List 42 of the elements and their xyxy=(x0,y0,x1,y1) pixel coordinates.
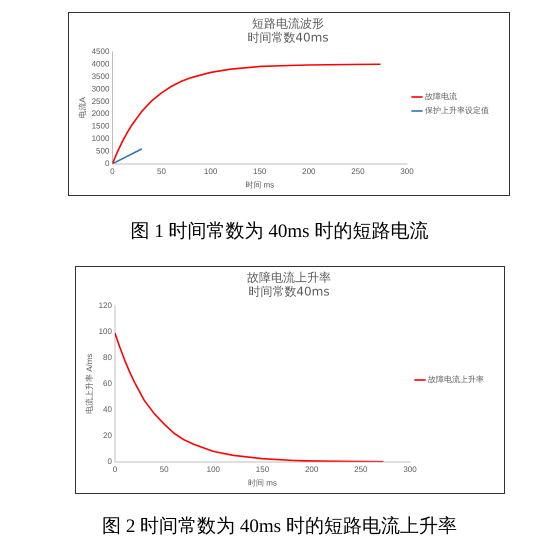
y-tick-label: 0 xyxy=(107,457,112,466)
x-tick-label: 300 xyxy=(403,464,418,474)
chart-title: 短路电流波形 xyxy=(252,16,324,30)
legend-label: 保护上升率设定值 xyxy=(425,106,489,116)
y-tick-label: 500 xyxy=(96,146,110,156)
y-tick-label: 3000 xyxy=(92,84,110,94)
caption: 图 1 时间常数为 40ms 时的短路电流 xyxy=(130,220,430,244)
x-tick-label: 150 xyxy=(256,464,270,474)
x-tick-label: 50 xyxy=(160,464,170,474)
x-tick-label: 150 xyxy=(253,166,267,176)
x-tick-label: 100 xyxy=(206,464,221,474)
caption: 图 2 时间常数为 40ms 时的短路电流上升率 xyxy=(101,515,458,539)
legend-label: 故障电流上升率 xyxy=(428,375,484,384)
x-tick-label: 200 xyxy=(304,464,319,474)
chart-subtitle: 时间常数40ms xyxy=(247,30,329,45)
y-tick-label: 100 xyxy=(98,327,112,336)
chart-title: 故障电流上升率 xyxy=(247,270,331,284)
y-axis-title: 电流上升率 A/ms xyxy=(85,354,94,414)
legend-label: 故障电流 xyxy=(425,92,457,102)
y-tick-label: 1000 xyxy=(92,134,110,144)
chart-subtitle: 时间常数40ms xyxy=(248,284,330,299)
y-tick-label: 4500 xyxy=(92,47,110,56)
y-tick-label: 4000 xyxy=(92,59,110,68)
y-tick-label: 2500 xyxy=(92,96,110,106)
x-axis-title: 时间 ms xyxy=(248,478,277,488)
y-tick-label: 1500 xyxy=(92,122,110,131)
x-tick-label: 300 xyxy=(400,166,414,176)
x-tick-label: 250 xyxy=(351,166,366,176)
y-tick-label: 120 xyxy=(98,301,112,310)
y-axis-title: 电流A xyxy=(78,96,88,118)
y-tick-label: 3500 xyxy=(92,72,110,81)
y-tick-label: 60 xyxy=(103,379,112,388)
y-tick-label: 0 xyxy=(104,159,110,168)
x-tick-label: 50 xyxy=(157,166,166,176)
x-tick-label: 250 xyxy=(354,464,368,474)
y-tick-label: 40 xyxy=(103,405,112,414)
x-tick-label: 200 xyxy=(302,166,316,176)
x-tick-label: 100 xyxy=(204,166,218,176)
x-axis-title: 时间 ms xyxy=(245,180,274,190)
y-tick-label: 20 xyxy=(103,431,112,440)
y-tick-label: 80 xyxy=(103,353,112,362)
y-tick-label: 2000 xyxy=(92,109,110,118)
